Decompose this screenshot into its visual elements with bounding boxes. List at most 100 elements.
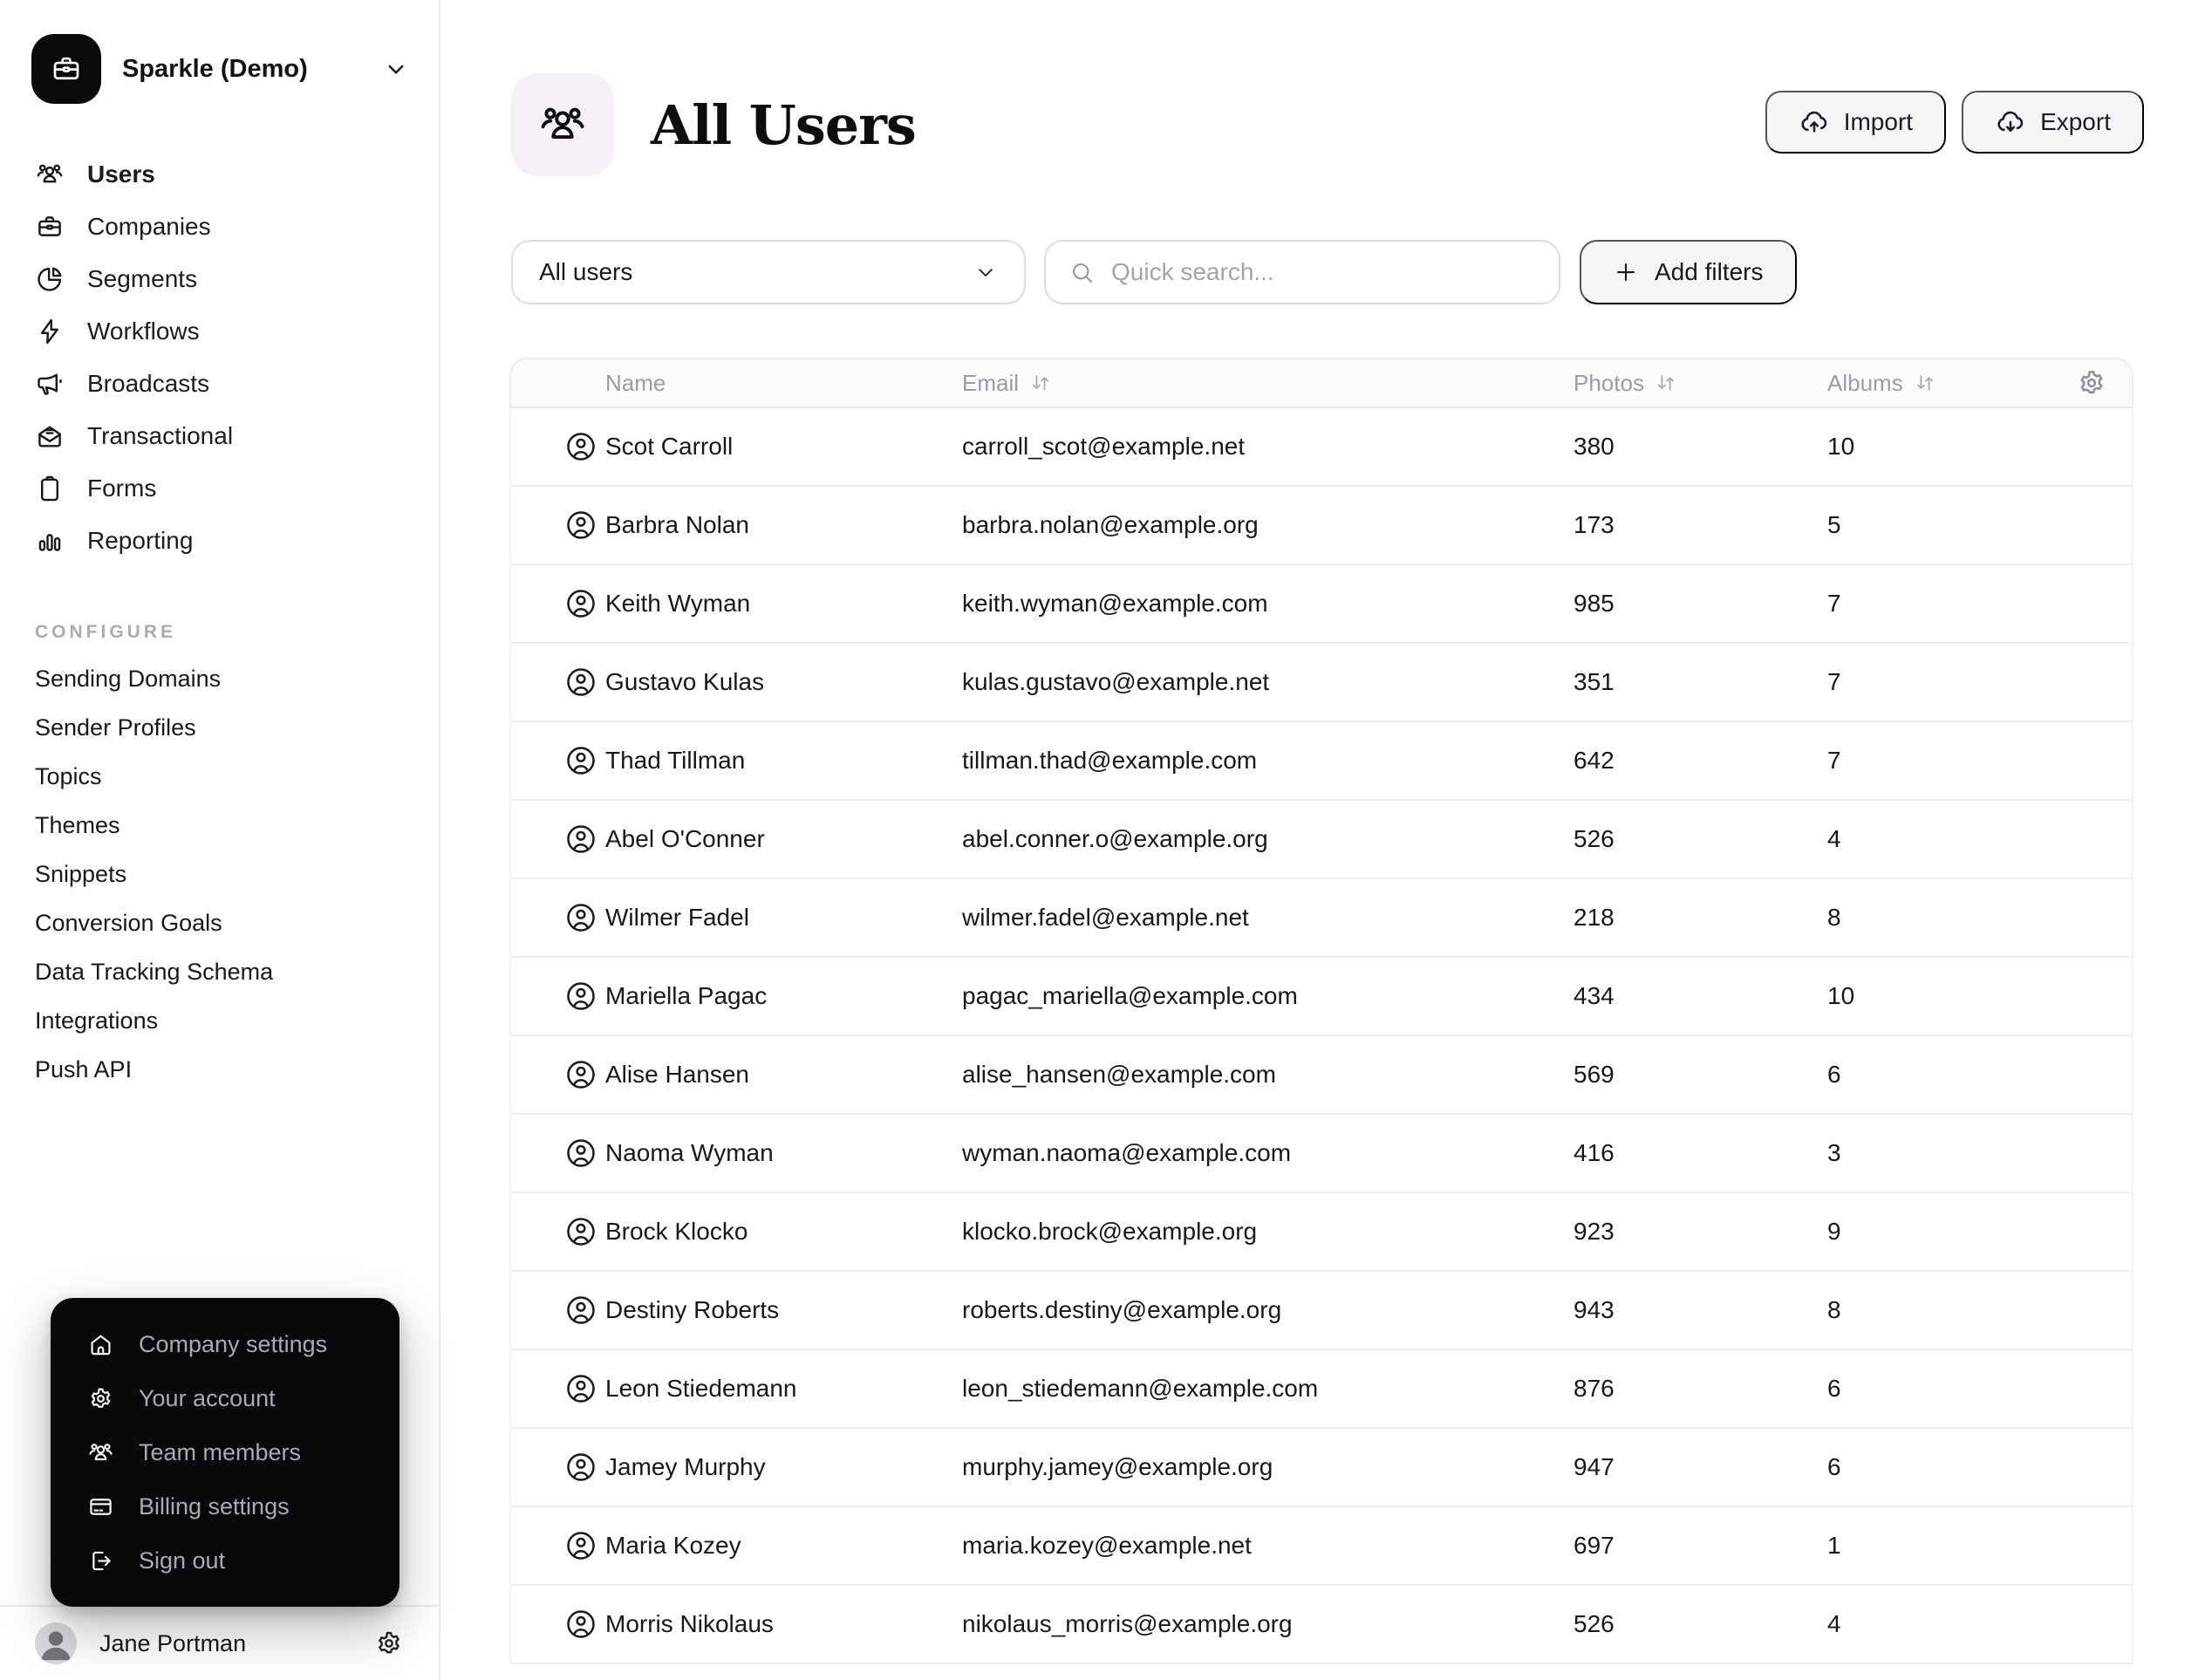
sidebar-configure-item[interactable]: Integrations xyxy=(0,996,439,1045)
chevron-down-icon xyxy=(383,56,409,82)
account-menu-item[interactable]: Sign out xyxy=(51,1533,399,1588)
column-label: Name xyxy=(605,369,666,396)
sidebar-nav-item[interactable]: Segments xyxy=(0,253,439,305)
sidebar-configure-item[interactable]: Themes xyxy=(0,801,439,850)
sidebar-configure-item[interactable]: Sending Domains xyxy=(0,654,439,703)
cell-albums: 10 xyxy=(1827,982,1855,1009)
sort-icon[interactable] xyxy=(1029,372,1052,394)
sidebar-nav-item[interactable]: Broadcasts xyxy=(0,358,439,410)
table-row[interactable]: Destiny Roberts roberts.destiny@example.… xyxy=(511,1272,2132,1350)
user-circle-icon xyxy=(563,1607,605,1642)
sidebar-configure-item[interactable]: Push API xyxy=(0,1045,439,1094)
account-menu-popup: Company settings Your account Team membe… xyxy=(51,1298,399,1607)
quick-search xyxy=(1044,240,1560,304)
header-actions: Import Export xyxy=(1765,91,2144,154)
workspace-switcher[interactable]: Sparkle (Demo) xyxy=(31,31,409,106)
cell-email: maria.kozey@example.net xyxy=(962,1532,1252,1559)
sort-icon[interactable] xyxy=(1655,372,1677,394)
sidebar-nav-item[interactable]: Workflows xyxy=(0,305,439,358)
user-circle-icon xyxy=(563,1136,605,1171)
cell-email: leon_stiedemann@example.com xyxy=(962,1375,1319,1402)
card-icon xyxy=(87,1493,114,1520)
plus-icon xyxy=(1613,259,1639,285)
user-circle-icon xyxy=(563,1371,605,1406)
cell-email: barbra.nolan@example.org xyxy=(962,511,1259,538)
search-input[interactable] xyxy=(1111,258,1536,286)
cell-albums: 7 xyxy=(1827,590,1841,617)
sidebar-nav-item[interactable]: Forms xyxy=(0,462,439,515)
sidebar-configure-label: Themes xyxy=(35,811,120,838)
cell-name: Jamey Murphy xyxy=(605,1453,766,1480)
table-row[interactable]: Keith Wyman keith.wyman@example.com 985 … xyxy=(511,565,2132,644)
table-row[interactable]: Thad Tillman tillman.thad@example.com 64… xyxy=(511,722,2132,801)
user-circle-icon xyxy=(563,665,605,700)
account-menu-item[interactable]: Your account xyxy=(51,1371,399,1425)
table-row[interactable]: Abel O'Conner abel.conner.o@example.org … xyxy=(511,801,2132,879)
sidebar-configure-item[interactable]: Conversion Goals xyxy=(0,898,439,947)
cell-photos: 434 xyxy=(1574,982,1614,1009)
account-menu-item[interactable]: Billing settings xyxy=(51,1479,399,1533)
cell-name: Alise Hansen xyxy=(605,1061,749,1088)
user-circle-icon xyxy=(563,1450,605,1485)
cell-name: Leon Stiedemann xyxy=(605,1375,797,1402)
cell-albums: 8 xyxy=(1827,1296,1841,1323)
table-row[interactable]: Wilmer Fadel wilmer.fadel@example.net 21… xyxy=(511,879,2132,958)
profile-name: Jane Portman xyxy=(99,1629,247,1656)
table-row[interactable]: Jamey Murphy murphy.jamey@example.org 94… xyxy=(511,1429,2132,1507)
table-row[interactable]: Morris Nikolaus nikolaus_morris@example.… xyxy=(511,1586,2132,1664)
table-row[interactable]: Mariella Pagac pagac_mariella@example.co… xyxy=(511,958,2132,1036)
cell-email: klocko.brock@example.org xyxy=(962,1218,1258,1245)
cell-albums: 4 xyxy=(1827,1610,1841,1637)
account-menu-item[interactable]: Team members xyxy=(51,1425,399,1479)
account-menu-item[interactable]: Company settings xyxy=(51,1317,399,1371)
sidebar-configure-item[interactable]: Topics xyxy=(0,752,439,801)
cell-name: Gustavo Kulas xyxy=(605,668,765,695)
profile-bar: Jane Portman xyxy=(0,1605,439,1680)
add-filters-button[interactable]: Add filters xyxy=(1580,240,1797,304)
table-settings-button[interactable] xyxy=(2076,359,2107,406)
cell-photos: 642 xyxy=(1574,747,1614,774)
profile-settings-button[interactable] xyxy=(374,1629,404,1658)
sidebar-configure-item[interactable]: Data Tracking Schema xyxy=(0,947,439,996)
sidebar-nav-item[interactable]: Reporting xyxy=(0,515,439,567)
cell-name: Mariella Pagac xyxy=(605,982,768,1009)
sidebar-nav-item[interactable]: Transactional xyxy=(0,410,439,462)
cell-name: Morris Nikolaus xyxy=(605,1610,774,1637)
cell-name: Thad Tillman xyxy=(605,747,746,774)
table-row[interactable]: Scot Carroll carroll_scot@example.net 38… xyxy=(511,408,2132,487)
user-circle-icon xyxy=(563,1528,605,1563)
user-circle-icon xyxy=(563,429,605,464)
sidebar-configure-label: Conversion Goals xyxy=(35,909,222,936)
avatar[interactable] xyxy=(35,1622,77,1664)
table-row[interactable]: Naoma Wyman wyman.naoma@example.com 416 … xyxy=(511,1115,2132,1193)
table-row[interactable]: Brock Klocko klocko.brock@example.org 92… xyxy=(511,1193,2132,1272)
sidebar-configure-item[interactable]: Sender Profiles xyxy=(0,703,439,752)
sidebar-nav-item[interactable]: Companies xyxy=(0,201,439,253)
sidebar-nav-item[interactable]: Users xyxy=(0,148,439,201)
cell-email: nikolaus_morris@example.org xyxy=(962,1610,1293,1637)
cell-name: Barbra Nolan xyxy=(605,511,749,538)
table-row[interactable]: Leon Stiedemann leon_stiedemann@example.… xyxy=(511,1350,2132,1429)
account-menu-label: Sign out xyxy=(139,1547,226,1574)
cell-albums: 6 xyxy=(1827,1375,1841,1402)
cloud-download-icon xyxy=(1995,106,2026,138)
account-menu-label: Your account xyxy=(139,1384,276,1411)
export-button[interactable]: Export xyxy=(1962,91,2144,154)
user-circle-icon xyxy=(563,1057,605,1092)
cell-name: Naoma Wyman xyxy=(605,1139,774,1166)
table-header-row: Name Email Photos Albums xyxy=(509,358,2133,408)
table-row[interactable]: Alise Hansen alise_hansen@example.com 56… xyxy=(511,1036,2132,1115)
cell-email: tillman.thad@example.com xyxy=(962,747,1258,774)
import-button[interactable]: Import xyxy=(1765,91,1947,154)
column-label: Email xyxy=(962,369,1020,396)
table-row[interactable]: Barbra Nolan barbra.nolan@example.org 17… xyxy=(511,487,2132,565)
segment-select[interactable]: All users xyxy=(511,240,1026,304)
table-row[interactable]: Maria Kozey maria.kozey@example.net 697 … xyxy=(511,1507,2132,1586)
cell-albums: 5 xyxy=(1827,511,1841,538)
workspace-logo xyxy=(31,34,101,104)
sort-icon[interactable] xyxy=(1914,372,1936,394)
cell-photos: 923 xyxy=(1574,1218,1614,1245)
table-row[interactable]: Gustavo Kulas kulas.gustavo@example.net … xyxy=(511,644,2132,722)
sidebar-configure-item[interactable]: Snippets xyxy=(0,850,439,898)
user-circle-icon xyxy=(563,900,605,935)
